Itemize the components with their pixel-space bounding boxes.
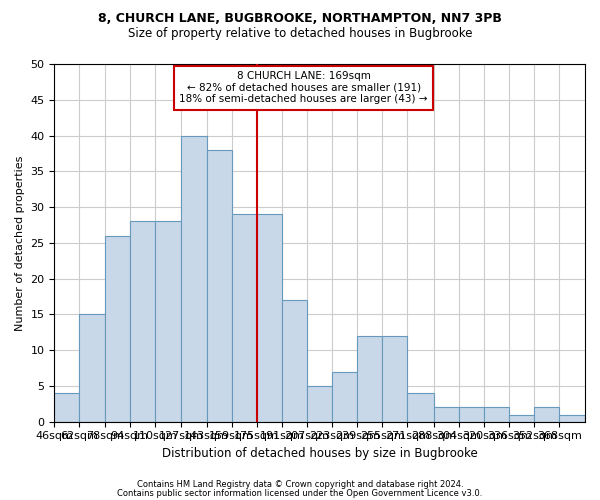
Bar [130, 222, 155, 422]
Bar [55, 393, 79, 422]
Bar [79, 314, 104, 422]
Text: Contains public sector information licensed under the Open Government Licence v3: Contains public sector information licen… [118, 488, 482, 498]
Bar [257, 214, 282, 422]
Bar [535, 408, 559, 422]
Bar [407, 393, 434, 422]
Y-axis label: Number of detached properties: Number of detached properties [15, 155, 25, 330]
Bar [181, 136, 206, 422]
Bar [307, 386, 332, 422]
Bar [282, 300, 307, 422]
Bar [104, 236, 130, 422]
Bar [206, 150, 232, 421]
Bar [332, 372, 357, 422]
Bar [484, 408, 509, 422]
Bar [155, 222, 181, 422]
Bar [434, 408, 459, 422]
Text: 8 CHURCH LANE: 169sqm
← 82% of detached houses are smaller (191)
18% of semi-det: 8 CHURCH LANE: 169sqm ← 82% of detached … [179, 71, 428, 104]
Bar [382, 336, 407, 422]
Bar [357, 336, 382, 422]
Text: Size of property relative to detached houses in Bugbrooke: Size of property relative to detached ho… [128, 28, 472, 40]
Text: Contains HM Land Registry data © Crown copyright and database right 2024.: Contains HM Land Registry data © Crown c… [137, 480, 463, 489]
X-axis label: Distribution of detached houses by size in Bugbrooke: Distribution of detached houses by size … [161, 447, 478, 460]
Bar [509, 414, 535, 422]
Text: 8, CHURCH LANE, BUGBROOKE, NORTHAMPTON, NN7 3PB: 8, CHURCH LANE, BUGBROOKE, NORTHAMPTON, … [98, 12, 502, 26]
Bar [559, 414, 584, 422]
Bar [232, 214, 257, 422]
Bar [459, 408, 484, 422]
